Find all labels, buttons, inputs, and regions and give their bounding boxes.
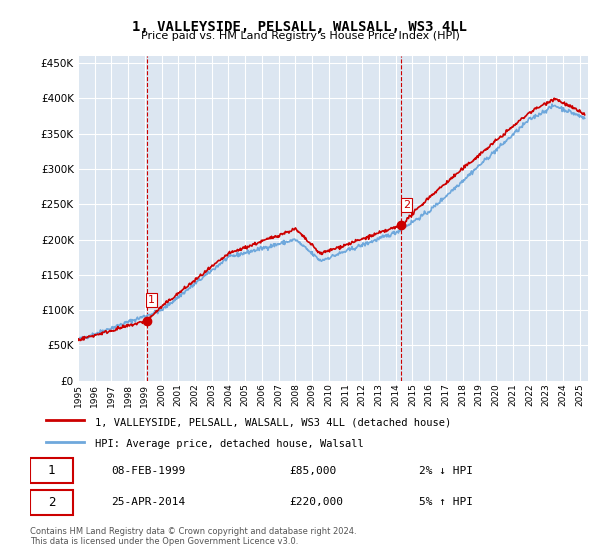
Text: £85,000: £85,000 bbox=[289, 466, 337, 476]
Text: 1: 1 bbox=[48, 464, 55, 477]
Text: 25-APR-2014: 25-APR-2014 bbox=[111, 497, 185, 507]
Text: 1, VALLEYSIDE, PELSALL, WALSALL, WS3 4LL (detached house): 1, VALLEYSIDE, PELSALL, WALSALL, WS3 4LL… bbox=[95, 417, 451, 427]
Text: Contains HM Land Registry data © Crown copyright and database right 2024.
This d: Contains HM Land Registry data © Crown c… bbox=[30, 526, 356, 546]
FancyBboxPatch shape bbox=[30, 458, 73, 483]
Text: 2% ↓ HPI: 2% ↓ HPI bbox=[419, 466, 473, 476]
Text: HPI: Average price, detached house, Walsall: HPI: Average price, detached house, Wals… bbox=[95, 439, 364, 449]
FancyBboxPatch shape bbox=[30, 489, 73, 515]
Text: Price paid vs. HM Land Registry's House Price Index (HPI): Price paid vs. HM Land Registry's House … bbox=[140, 31, 460, 41]
Text: 08-FEB-1999: 08-FEB-1999 bbox=[111, 466, 185, 476]
Text: 2: 2 bbox=[48, 496, 55, 508]
Text: £220,000: £220,000 bbox=[289, 497, 343, 507]
Text: 5% ↑ HPI: 5% ↑ HPI bbox=[419, 497, 473, 507]
Text: 1: 1 bbox=[148, 295, 155, 305]
Text: 1, VALLEYSIDE, PELSALL, WALSALL, WS3 4LL: 1, VALLEYSIDE, PELSALL, WALSALL, WS3 4LL bbox=[133, 20, 467, 34]
Text: 2: 2 bbox=[403, 200, 410, 210]
